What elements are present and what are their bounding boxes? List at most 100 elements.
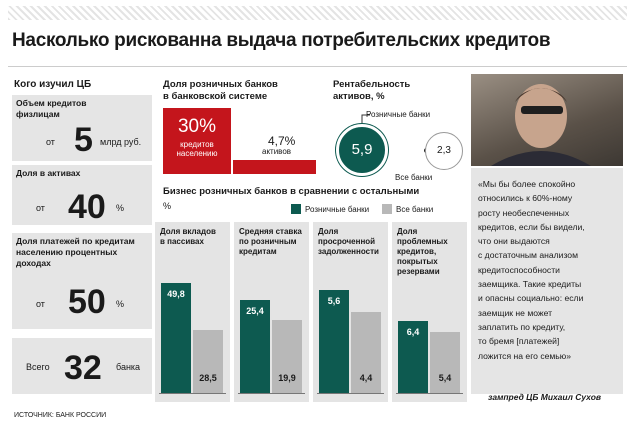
quote-line-3: росту необеспеченных: [478, 207, 570, 218]
assets-prefix: от: [36, 203, 45, 213]
share-assets-label: активов: [262, 147, 292, 156]
share-loans-value: 30%: [177, 116, 217, 137]
chart-baseline: [317, 393, 384, 394]
share-loans-label-2: населению: [176, 149, 218, 158]
chart-baseline: [396, 393, 463, 394]
assets-box: Доля в активах от 40 %: [12, 165, 152, 225]
profitability-retail-label: Розничные банки: [366, 110, 431, 119]
payments-label-2: населению процентных: [16, 247, 118, 257]
total-value: 32: [64, 349, 102, 387]
quote-box: [471, 168, 623, 394]
business-unit: %: [163, 201, 172, 211]
chart-panel: Доля проблемных кредитов, покрытых резервами…: [392, 222, 467, 402]
payments-prefix: от: [36, 299, 45, 309]
chart-category-label: Доля просроченной задолженности: [318, 227, 386, 257]
chart-bar-retail: 6,4: [398, 321, 428, 393]
chart-value-label: 4,4: [359, 373, 373, 383]
chart-bar-retail: 25,4: [240, 300, 270, 393]
chart-category-line: резервами: [397, 267, 440, 276]
profitability-heading-1: Рентабельность: [333, 79, 411, 90]
chart-value-label: 19,9: [278, 373, 296, 383]
chart-category-line: кредитам: [239, 247, 277, 256]
quote-line-4: кредитов, если бы видели,: [478, 221, 585, 232]
chart-bar-retail: 49,8: [161, 283, 191, 393]
business-heading: Бизнес розничных банков в сравнении с ос…: [163, 186, 420, 197]
assets-unit: %: [116, 203, 125, 213]
share-assets-value: 4,7%: [268, 134, 296, 148]
legend-all-label: Все банки: [396, 205, 434, 214]
chart-value-label: 5,6: [327, 296, 341, 306]
chart-bar-retail: 5,6: [319, 290, 349, 393]
total-unit: банка: [116, 362, 141, 372]
share-heading-2: в банковской системе: [163, 91, 268, 102]
quote-line-9: и опасны социально: если: [478, 293, 584, 304]
share-heading-1: Доля розничных банков: [163, 79, 278, 90]
chart-category-label: Доля проблемных кредитов, покрытых резервами: [397, 227, 465, 277]
left-heading: Кого изучил ЦБ: [14, 79, 92, 90]
title-divider: [8, 66, 627, 67]
chart-bar-all: 28,5: [193, 330, 223, 393]
legend-retail-swatch: [291, 204, 301, 214]
quote-line-13: ложится на его семью»: [478, 350, 572, 361]
chart-panel: Доля просроченной задолженности 5,6 4,4: [313, 222, 388, 402]
chart-panel: Доля вкладов в пассивах 49,8 28,5: [155, 222, 230, 402]
quote-line-1: «Мы бы более спокойно: [478, 179, 576, 189]
quote-line-6: с достаточным анализом: [478, 250, 578, 261]
quote-line-11: заплатить по кредиту,: [478, 321, 566, 332]
chart-bar-all: 5,4: [430, 332, 460, 393]
portrait-photo: [471, 74, 623, 166]
share-loans-label-1: кредитов: [180, 140, 214, 149]
chart-baseline: [238, 393, 305, 394]
profitability-heading: Рентабельность активов, %: [333, 79, 410, 103]
portrait-silhouette: [491, 84, 591, 166]
chart-category-line: Доля: [397, 227, 418, 236]
chart-value-label: 28,5: [199, 373, 217, 383]
total-box: Всего 32 банка: [12, 338, 152, 394]
assets-value: 40: [68, 188, 106, 226]
payments-box: Доля платежей по кредитам населению проц…: [12, 233, 152, 329]
quote-line-12: то бремя [платежей]: [478, 336, 560, 347]
total-prefix: Всего: [26, 362, 50, 372]
profitability-all-label: Все банки: [395, 173, 433, 182]
chart-category-line: Доля: [318, 227, 339, 236]
chart-category-label: Средняя ставка по розничным кредитам: [239, 227, 307, 257]
chart-value-label: 6,4: [406, 327, 420, 337]
quote-text: «Мы бы более спокойно относились к 60%-н…: [478, 177, 618, 363]
chart-category-line: в пассивах: [160, 237, 204, 246]
quote-author: зампред ЦБ Михаил Сухов: [488, 392, 602, 402]
profitability-retail-circle: 5,9: [336, 124, 388, 176]
chart-bar-all: 4,4: [351, 312, 381, 393]
payments-value: 50: [68, 283, 106, 321]
chart-category-label: Доля вкладов в пассивах: [160, 227, 228, 247]
chart-value-label: 25,4: [246, 306, 264, 316]
quote-line-2: относились к 60%-ному: [478, 193, 573, 204]
quote-line-8: заемщика. Такие кредиты: [478, 279, 582, 290]
chart-category-line: по розничным: [239, 237, 297, 246]
chart-baseline: [159, 393, 226, 394]
payments-label-1: Доля платежей по кредитам: [16, 236, 135, 246]
share-assets-bar: [233, 160, 316, 174]
chart-category-line: покрытых: [397, 257, 438, 266]
credits-value: 5: [74, 121, 93, 159]
credits-label-1: Объем кредитов: [16, 98, 87, 108]
legend-retail-label: Розничные банки: [305, 205, 370, 214]
chart-bar-all: 19,9: [272, 320, 302, 393]
quote-line-7: кредитоспособности: [478, 264, 560, 275]
share-loans-block: 30% кредитов населению: [163, 108, 231, 174]
chart-value-label: 49,8: [167, 289, 185, 299]
assets-label: Доля в активах: [16, 168, 81, 178]
quote-line-10: заемщик не может: [478, 307, 553, 318]
share-heading: Доля розничных банков в банковской систе…: [163, 79, 278, 103]
header-decoration: [8, 6, 627, 20]
legend-all-swatch: [382, 204, 392, 214]
quote-line-5: что они выдаются: [478, 236, 550, 247]
chart-category-line: Средняя ставка: [239, 227, 302, 236]
chart-category-line: задолженности: [318, 247, 379, 256]
credits-unit: млрд руб.: [100, 137, 142, 147]
payments-label-3: доходах: [16, 258, 51, 268]
credits-prefix: от: [46, 137, 55, 147]
chart-category-line: просроченной: [318, 237, 376, 246]
profitability-heading-2: активов, %: [333, 91, 385, 102]
source-note: ИСТОЧНИК: БАНК РОССИИ: [14, 412, 107, 419]
page-title: Насколько рискованна выдача потребительс…: [12, 30, 551, 51]
